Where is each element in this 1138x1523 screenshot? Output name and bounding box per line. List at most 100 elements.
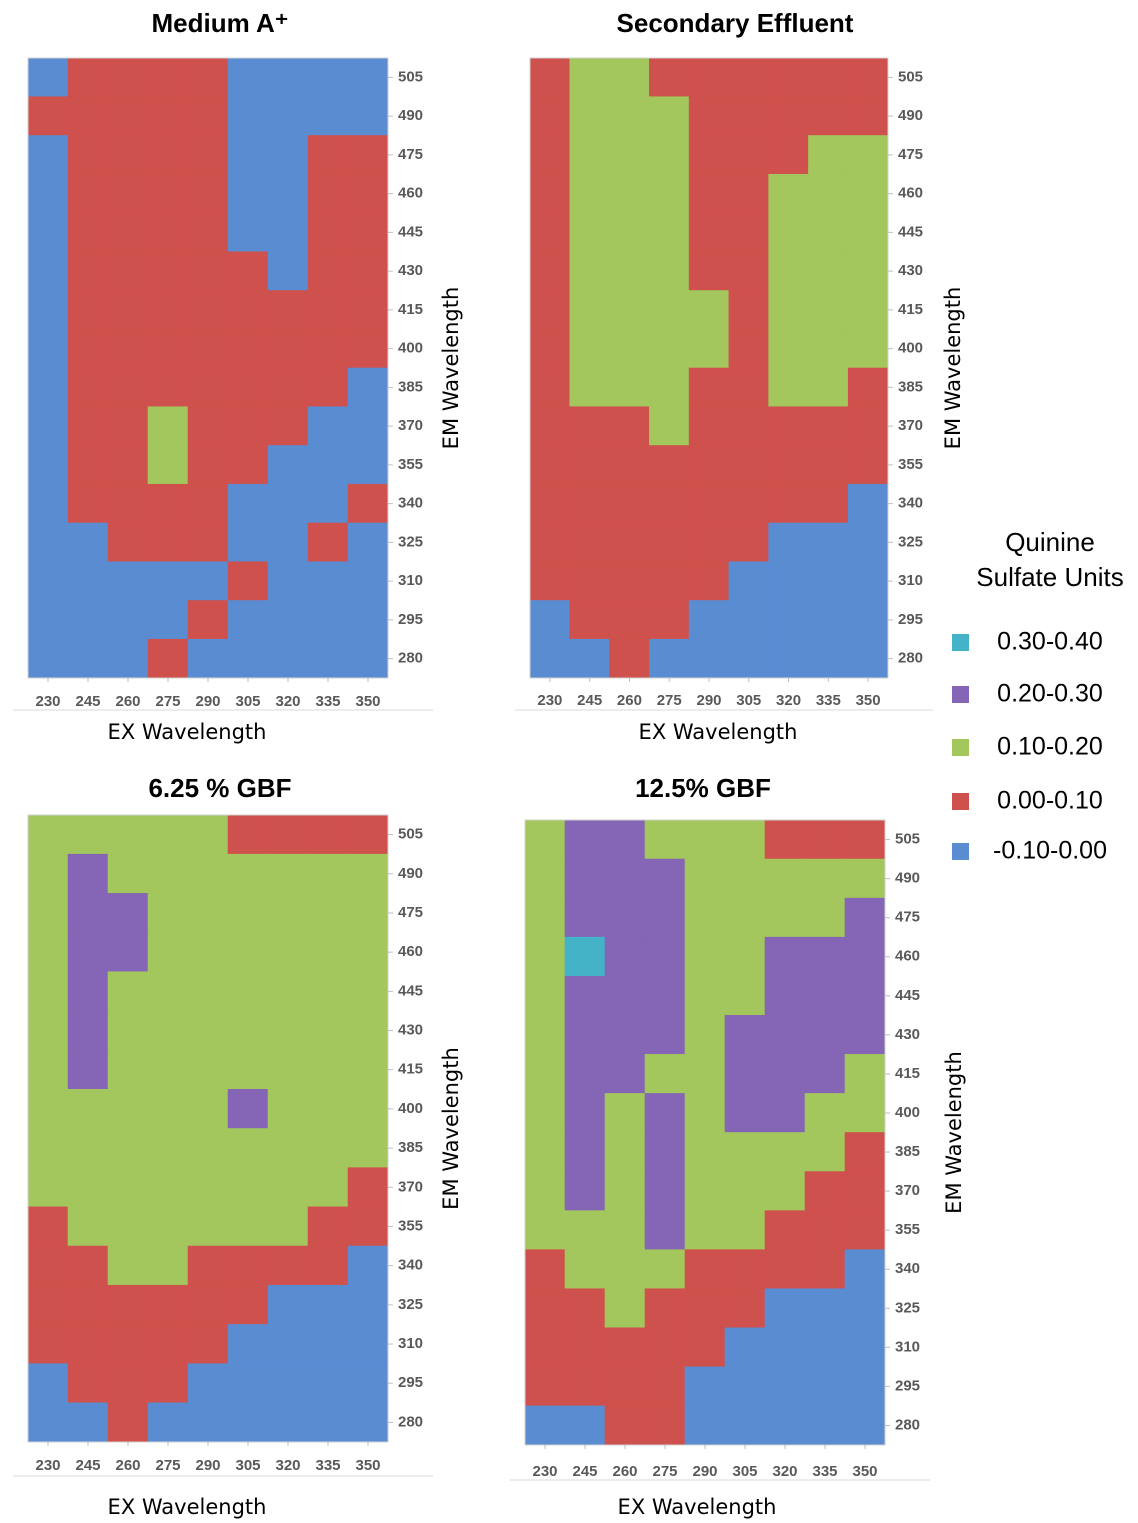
- cell: [769, 291, 809, 330]
- cell: [605, 898, 645, 937]
- cell: [769, 523, 809, 562]
- cell: [28, 1403, 68, 1442]
- y-tick-label: 355: [398, 456, 423, 473]
- cell: [725, 898, 765, 937]
- cell: [530, 213, 570, 252]
- cell: [605, 976, 645, 1015]
- cell: [148, 407, 188, 446]
- cell: [188, 1403, 228, 1442]
- cell: [148, 213, 188, 252]
- panel: 2802953103253403553703854004154304454604…: [515, 8, 965, 744]
- cell: [729, 523, 769, 562]
- y-tick-label: 280: [895, 1416, 920, 1433]
- cell: [228, 291, 268, 330]
- y-tick-label: 310: [898, 572, 923, 589]
- x-tick-label: 290: [195, 693, 220, 710]
- cell: [348, 1285, 388, 1324]
- cell: [765, 937, 805, 976]
- cell: [108, 1011, 148, 1050]
- cell: [725, 1406, 765, 1445]
- cell: [228, 815, 268, 854]
- cell: [805, 1054, 845, 1093]
- cell: [68, 1050, 108, 1089]
- y-tick-label: 355: [398, 1217, 423, 1234]
- cell: [729, 291, 769, 330]
- cell: [68, 252, 108, 291]
- cell: [348, 136, 388, 175]
- cell: [848, 213, 888, 252]
- cell: [570, 562, 610, 601]
- cell: [348, 58, 388, 97]
- cell: [525, 1367, 565, 1406]
- cell: [148, 58, 188, 97]
- cell: [68, 1207, 108, 1246]
- x-tick-label: 320: [772, 1463, 797, 1480]
- y-tick-label: 295: [898, 611, 923, 628]
- y-tick-label: 475: [398, 904, 423, 921]
- cell: [530, 523, 570, 562]
- y-tick-label: 445: [898, 223, 923, 240]
- panel: 2802953103253403553703854004154304454604…: [13, 773, 463, 1519]
- cell: [848, 601, 888, 640]
- y-tick-label: 295: [398, 611, 423, 628]
- y-tick-label: 400: [398, 1100, 423, 1117]
- cell: [530, 639, 570, 678]
- cell: [148, 1050, 188, 1089]
- cell: [348, 1089, 388, 1128]
- cell: [188, 407, 228, 446]
- cell: [28, 174, 68, 213]
- cell: [565, 1328, 605, 1367]
- cell: [805, 1289, 845, 1328]
- cell: [729, 213, 769, 252]
- cell: [228, 252, 268, 291]
- cell: [268, 1089, 308, 1128]
- y-tick-label: 445: [895, 987, 920, 1004]
- cell: [649, 639, 689, 678]
- y-tick-label: 385: [898, 378, 923, 395]
- cell: [228, 972, 268, 1011]
- cell: [268, 213, 308, 252]
- cell: [28, 368, 68, 407]
- cell: [565, 1250, 605, 1289]
- cell: [68, 1089, 108, 1128]
- cell: [108, 933, 148, 972]
- cell: [530, 407, 570, 446]
- cell: [348, 893, 388, 932]
- cell: [805, 1211, 845, 1250]
- cell: [845, 1133, 885, 1172]
- cell: [108, 291, 148, 330]
- x-tick-label: 335: [315, 1457, 340, 1474]
- cell: [530, 368, 570, 407]
- cell: [725, 1093, 765, 1132]
- cell: [268, 972, 308, 1011]
- cell: [348, 854, 388, 893]
- cell: [805, 1406, 845, 1445]
- cell: [765, 1093, 805, 1132]
- cell: [108, 1168, 148, 1207]
- cell: [188, 484, 228, 523]
- cell: [845, 1367, 885, 1406]
- cell: [348, 1324, 388, 1363]
- x-tick-label: 335: [315, 693, 340, 710]
- cell: [188, 174, 228, 213]
- cell: [228, 1324, 268, 1363]
- cell: [188, 854, 228, 893]
- cell: [725, 1328, 765, 1367]
- cell: [570, 484, 610, 523]
- cell: [610, 174, 650, 213]
- cell: [308, 58, 348, 97]
- cell: [308, 174, 348, 213]
- cell: [689, 58, 729, 97]
- x-tick-label: 230: [532, 1463, 557, 1480]
- cell: [645, 1133, 685, 1172]
- cell: [308, 523, 348, 562]
- cell: [68, 972, 108, 1011]
- cell: [28, 1011, 68, 1050]
- cell: [188, 1364, 228, 1403]
- x-axis-label: EX Wavelength: [108, 720, 267, 744]
- cell: [685, 1250, 725, 1289]
- cell: [848, 484, 888, 523]
- cell: [725, 1211, 765, 1250]
- cell: [148, 291, 188, 330]
- cell: [689, 446, 729, 485]
